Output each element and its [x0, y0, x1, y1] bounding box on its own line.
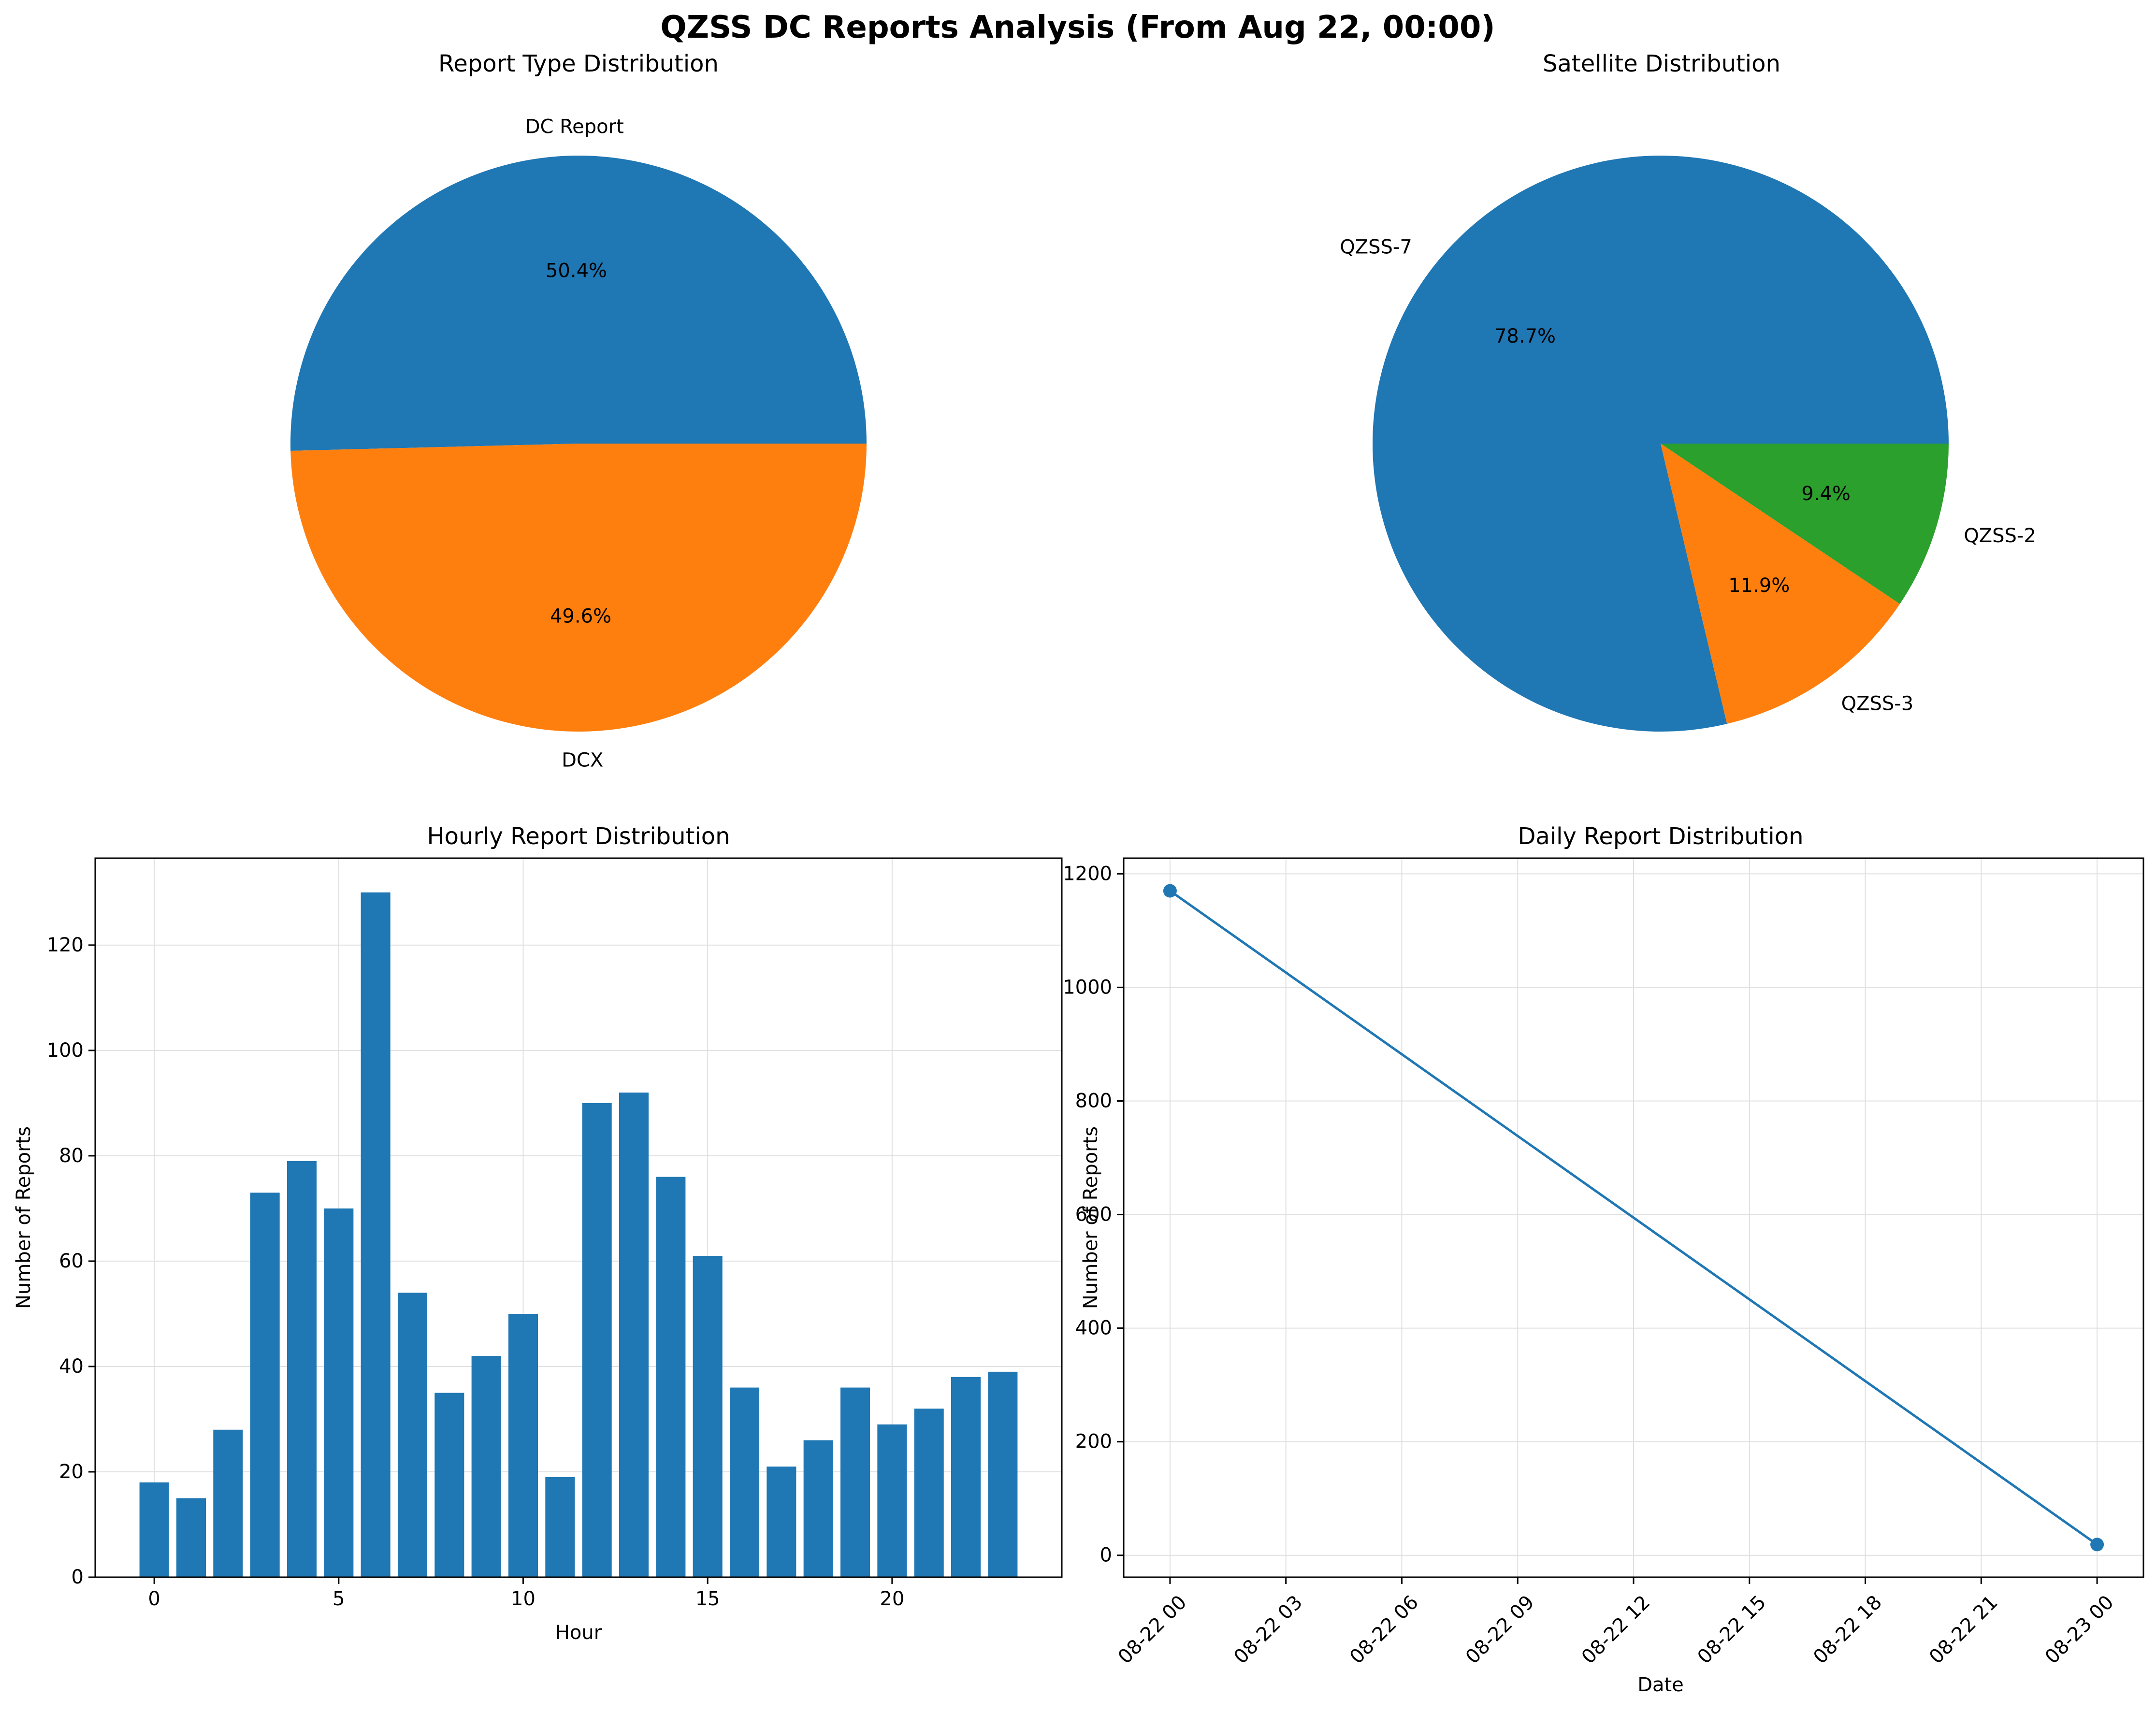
daily-x-tick-label: 08-22 18 [1809, 1591, 1886, 1669]
hourly-y-tick-label: 0 [72, 1566, 84, 1588]
hourly-y-tick-label: 120 [47, 934, 84, 956]
daily-x-tick-label: 08-22 00 [1114, 1591, 1191, 1669]
hourly-bar-7 [397, 1293, 428, 1577]
report-type-slice-dc-report [290, 155, 867, 451]
hourly-bar-15 [693, 1256, 723, 1577]
satellite-pct-qzss-7: 78.7% [1494, 325, 1556, 347]
daily-point-0 [1163, 884, 1177, 898]
hourly-bar-17 [767, 1467, 796, 1577]
hourly-bar-5 [324, 1208, 354, 1577]
hourly-bar-6 [361, 892, 391, 1577]
hourly-bar-8 [434, 1393, 464, 1577]
daily-x-tick-label: 08-23 00 [2041, 1591, 2118, 1669]
daily-x-tick-label: 08-22 12 [1577, 1591, 1655, 1669]
daily-y-tick-label: 800 [1075, 1090, 1112, 1112]
hourly-bar-12 [582, 1103, 612, 1577]
satellite-pct-qzss-2: 9.4% [1801, 483, 1851, 505]
hourly-bar-chart: Hourly Report Distribution 0 5 10 15 20 0 20 40… [13, 823, 1063, 1644]
hourly-y-tick-label: 60 [59, 1250, 84, 1272]
report-type-pct-dcx: 49.6% [550, 605, 611, 628]
daily-x-tick-label: 08-22 03 [1230, 1591, 1307, 1669]
satellite-pie-title: Satellite Distribution [1543, 50, 1780, 77]
hourly-bar-title: Hourly Report Distribution [427, 823, 730, 850]
daily-y-tick-label: 600 [1075, 1204, 1112, 1226]
daily-y-tick-label: 200 [1075, 1431, 1112, 1453]
report-type-label-dc-report: DC Report [525, 115, 624, 138]
satellite-pct-qzss-3: 11.9% [1728, 575, 1790, 597]
report-type-pie-title: Report Type Distribution [438, 50, 719, 77]
daily-y-tick-label: 400 [1075, 1317, 1112, 1339]
hourly-bar-18 [803, 1440, 833, 1577]
hourly-y-tick-label: 80 [59, 1145, 84, 1167]
hourly-bar-3 [250, 1193, 280, 1577]
daily-x-tick-label: 08-22 15 [1693, 1591, 1771, 1669]
satellite-label-qzss-7: QZSS-7 [1340, 236, 1412, 258]
satellite-slice-qzss-2 [1661, 444, 1949, 604]
daily-line-chart: Daily Report Distribution 08-22 00 08-22 … [1063, 823, 2144, 1696]
report-type-slice-dcx [290, 444, 867, 732]
hourly-bar-14 [656, 1177, 686, 1577]
hourly-y-tick-label: 100 [47, 1039, 84, 1062]
hourly-x-tick-label: 15 [695, 1588, 720, 1610]
hourly-y-axis-label: Number of Reports [13, 1126, 35, 1309]
daily-y-axis-label: Number of Reports [1080, 1126, 1102, 1309]
hourly-bar-22 [951, 1377, 981, 1577]
daily-x-tick-label: 08-22 06 [1346, 1591, 1423, 1669]
hourly-x-tick-label: 0 [148, 1588, 160, 1610]
report-type-pct-dc-report: 50.4% [546, 259, 607, 282]
daily-series-line [1169, 890, 2098, 1546]
hourly-bar-19 [840, 1387, 870, 1577]
figure-title: QZSS DC Reports Analysis (From Aug 22, 0… [660, 10, 1495, 45]
daily-point-1 [2090, 1538, 2104, 1552]
report-type-pie-chart: Report Type Distribution DC Report 50.4% D… [290, 50, 867, 772]
satellite-label-qzss-2: QZSS-2 [1964, 525, 2036, 547]
daily-x-axis-label: Date [1637, 1674, 1684, 1696]
hourly-bar-2 [213, 1429, 243, 1577]
hourly-x-tick-label: 10 [511, 1588, 535, 1610]
hourly-x-tick-label: 20 [880, 1588, 904, 1610]
hourly-bar-21 [914, 1409, 944, 1577]
hourly-bar-11 [545, 1477, 575, 1577]
hourly-bar-16 [729, 1387, 760, 1577]
hourly-bar-20 [877, 1424, 907, 1577]
daily-y-tick-label: 1000 [1063, 976, 1112, 998]
hourly-y-tick-label: 20 [59, 1461, 84, 1483]
hourly-bar-10 [508, 1313, 538, 1577]
hourly-bar-1 [176, 1498, 206, 1577]
satellite-slice-qzss-3 [1661, 444, 1900, 724]
hourly-bar-4 [287, 1161, 317, 1577]
daily-x-tick-label: 08-22 09 [1461, 1591, 1539, 1669]
daily-y-tick-label: 1200 [1063, 863, 1112, 885]
hourly-x-tick-label: 5 [333, 1588, 345, 1610]
hourly-bar-9 [471, 1356, 501, 1577]
satellite-slice-qzss-7 [1373, 156, 1949, 732]
hourly-y-tick-label: 40 [59, 1355, 84, 1378]
report-type-label-dcx: DCX [562, 749, 603, 772]
hourly-x-axis-label: Hour [555, 1622, 602, 1644]
hourly-plot-frame [94, 857, 1063, 1578]
satellite-label-qzss-3: QZSS-3 [1841, 693, 1914, 715]
hourly-bar-23 [988, 1371, 1018, 1577]
hourly-bar-13 [619, 1093, 649, 1577]
daily-y-tick-label: 0 [1100, 1544, 1112, 1567]
hourly-bar-0 [139, 1482, 169, 1577]
daily-line-title: Daily Report Distribution [1518, 823, 1803, 850]
satellite-pie-chart: Satellite Distribution QZSS-7 78.7% QZSS-3… [1340, 50, 2036, 732]
daily-x-tick-label: 08-22 21 [1925, 1591, 2002, 1669]
